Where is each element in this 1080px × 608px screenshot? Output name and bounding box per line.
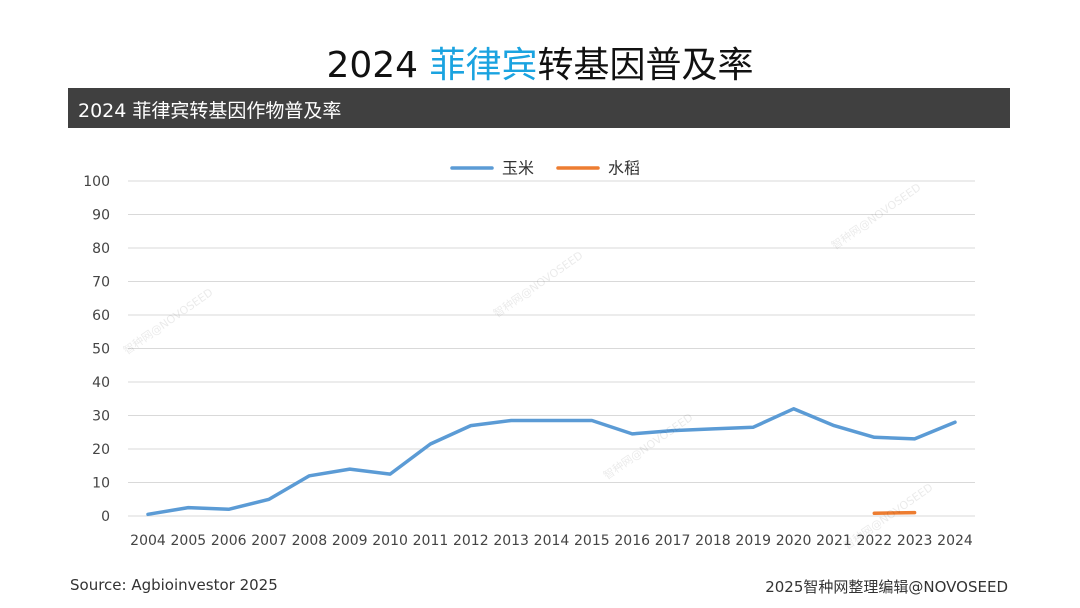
chart-panel bbox=[68, 128, 1010, 558]
title-year: 2024 bbox=[326, 45, 419, 86]
y-tick-label: 80 bbox=[92, 241, 110, 257]
y-tick-label: 90 bbox=[92, 208, 110, 224]
x-tick-label: 2012 bbox=[453, 533, 489, 549]
x-tick-label: 2024 bbox=[937, 533, 973, 549]
x-tick-label: 2022 bbox=[856, 533, 892, 549]
series-layer bbox=[146, 407, 957, 517]
y-tick-label: 40 bbox=[92, 375, 110, 391]
legend-label-0: 玉米 bbox=[502, 159, 534, 178]
y-tick-label: 50 bbox=[92, 342, 110, 358]
x-tick-label: 2015 bbox=[574, 533, 610, 549]
x-tick-label: 2008 bbox=[292, 533, 328, 549]
legend: 玉米 水稻 bbox=[450, 159, 640, 178]
x-tick-label: 2013 bbox=[493, 533, 529, 549]
x-tick-label: 2006 bbox=[211, 533, 247, 549]
x-tick-label: 2014 bbox=[534, 533, 570, 549]
title-rest: 转基因普及率 bbox=[537, 45, 754, 86]
series-line-1 bbox=[872, 510, 917, 516]
x-tick-label: 2018 bbox=[695, 533, 731, 549]
grid-layer bbox=[128, 180, 975, 517]
x-tick-labels: 2004 2005 2006 2007 2008 2009 2010 2011 2012 2013… bbox=[130, 533, 973, 549]
x-tick-label: 2023 bbox=[897, 533, 933, 549]
source-note: Source: Agbioinvestor 2025 bbox=[70, 576, 278, 594]
x-tick-label: 2009 bbox=[332, 533, 368, 549]
x-tick-label: 2011 bbox=[413, 533, 449, 549]
legend-label-1: 水稻 bbox=[608, 159, 640, 178]
page-title: 2024 菲律宾转基因普及率 bbox=[0, 36, 1080, 88]
x-tick-label: 2016 bbox=[614, 533, 650, 549]
x-tick-label: 2004 bbox=[130, 533, 166, 549]
x-tick-label: 2007 bbox=[251, 533, 287, 549]
section-header-text: 2024 菲律宾转基因作物普及率 bbox=[78, 100, 342, 122]
series-line-0 bbox=[146, 407, 957, 517]
credit-note: 2025智种网整理编辑@NOVOSEED bbox=[765, 578, 1008, 596]
y-tick-label: 0 bbox=[101, 509, 110, 525]
y-tick-label: 10 bbox=[92, 476, 110, 492]
y-tick-labels: 0 10 20 30 40 50 60 70 80 90 100 bbox=[83, 174, 110, 525]
y-tick-label: 70 bbox=[92, 275, 110, 291]
section-header: 2024 菲律宾转基因作物普及率 bbox=[68, 88, 1010, 128]
y-tick-label: 100 bbox=[83, 174, 110, 190]
title-country: 菲律宾 bbox=[429, 45, 538, 86]
x-tick-label: 2017 bbox=[655, 533, 691, 549]
x-tick-label: 2020 bbox=[776, 533, 812, 549]
x-tick-label: 2021 bbox=[816, 533, 852, 549]
x-tick-label: 2019 bbox=[735, 533, 771, 549]
y-tick-label: 20 bbox=[92, 442, 110, 458]
x-tick-label: 2005 bbox=[171, 533, 207, 549]
x-tick-label: 2010 bbox=[372, 533, 408, 549]
y-tick-label: 30 bbox=[92, 409, 110, 425]
y-tick-label: 60 bbox=[92, 308, 110, 324]
